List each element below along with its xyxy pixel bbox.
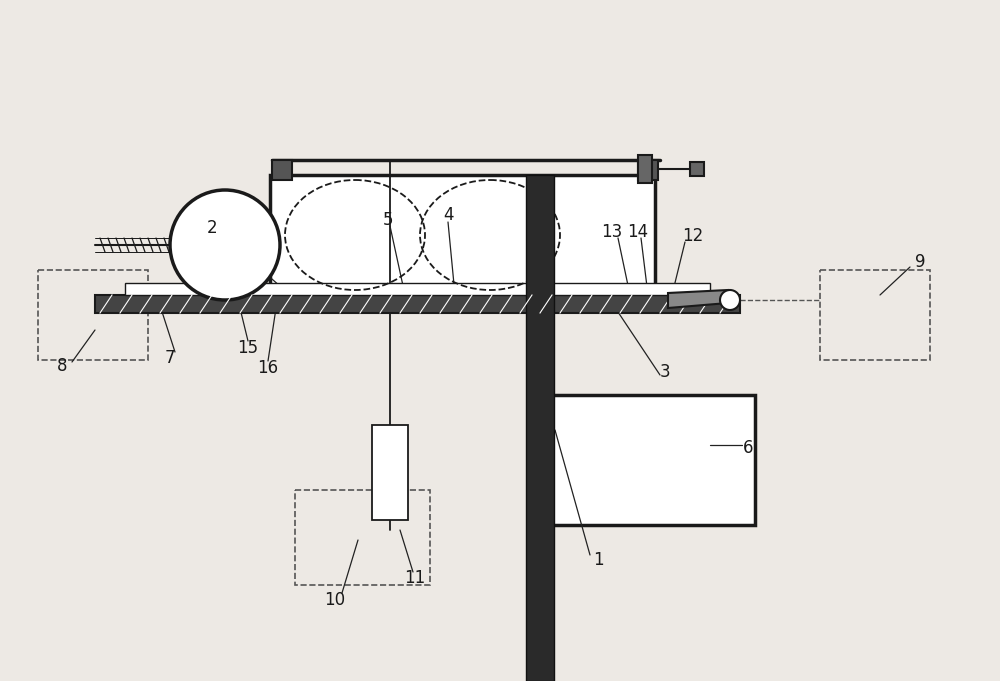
Bar [526, 175, 554, 681]
Text: 6: 6 [743, 439, 753, 457]
Text: 13: 13 [601, 223, 623, 241]
Text: 10: 10 [324, 591, 346, 609]
Text: 14: 14 [627, 223, 649, 241]
Bar [372, 425, 408, 520]
Bar [38, 270, 148, 360]
Text: 15: 15 [237, 339, 259, 357]
Polygon shape [668, 290, 728, 308]
Bar [272, 160, 292, 180]
Bar [638, 160, 658, 180]
Text: 5: 5 [383, 211, 393, 229]
Text: 1: 1 [593, 551, 603, 569]
Circle shape [170, 190, 280, 300]
Bar [95, 295, 740, 313]
Circle shape [720, 290, 740, 310]
Bar [690, 162, 704, 176]
Text: 2: 2 [207, 219, 217, 237]
Bar [295, 490, 430, 585]
Text: 12: 12 [682, 227, 704, 245]
Text: 16: 16 [257, 359, 279, 377]
Text: 4: 4 [443, 206, 453, 224]
Bar [125, 283, 710, 295]
Bar [820, 270, 930, 360]
Text: 3: 3 [660, 363, 670, 381]
Bar [270, 175, 655, 295]
Bar [638, 155, 652, 183]
Bar [540, 395, 755, 525]
Text: 9: 9 [915, 253, 925, 271]
Text: 11: 11 [404, 569, 426, 587]
Text: 7: 7 [165, 349, 175, 367]
Text: 8: 8 [57, 357, 67, 375]
